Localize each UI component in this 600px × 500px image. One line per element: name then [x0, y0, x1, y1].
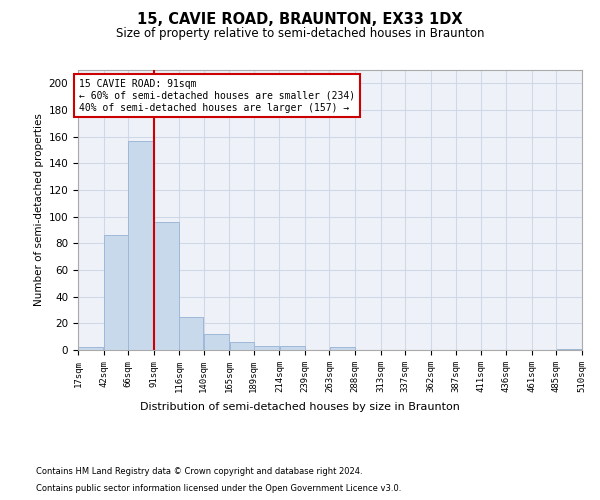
Bar — [557, 348, 582, 350]
Bar — [230, 342, 254, 350]
Bar — [280, 346, 305, 350]
Y-axis label: Number of semi-detached properties: Number of semi-detached properties — [34, 114, 44, 306]
Text: 15, CAVIE ROAD, BRAUNTON, EX33 1DX: 15, CAVIE ROAD, BRAUNTON, EX33 1DX — [137, 12, 463, 28]
Text: Contains public sector information licensed under the Open Government Licence v3: Contains public sector information licen… — [36, 484, 401, 493]
Bar — [78, 348, 103, 350]
Bar — [204, 334, 229, 350]
Bar — [128, 140, 154, 350]
Bar — [254, 346, 279, 350]
Bar — [104, 236, 128, 350]
Text: Size of property relative to semi-detached houses in Braunton: Size of property relative to semi-detach… — [116, 28, 484, 40]
Text: 15 CAVIE ROAD: 91sqm
← 60% of semi-detached houses are smaller (234)
40% of semi: 15 CAVIE ROAD: 91sqm ← 60% of semi-detac… — [79, 80, 355, 112]
Bar — [330, 348, 355, 350]
Bar — [179, 316, 203, 350]
Bar — [154, 222, 179, 350]
Text: Contains HM Land Registry data © Crown copyright and database right 2024.: Contains HM Land Registry data © Crown c… — [36, 468, 362, 476]
Text: Distribution of semi-detached houses by size in Braunton: Distribution of semi-detached houses by … — [140, 402, 460, 412]
